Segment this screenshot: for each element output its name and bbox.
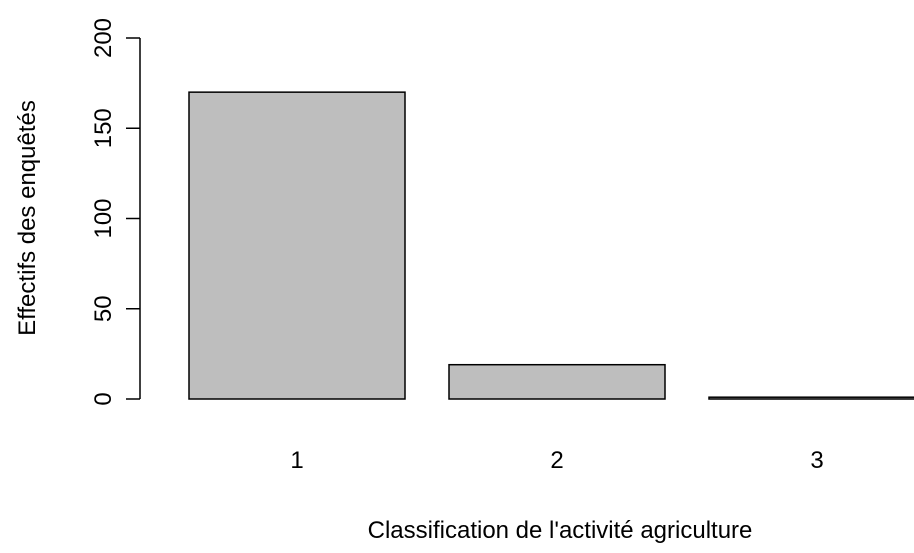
y-tick-label: 100 bbox=[90, 198, 117, 238]
x-axis-title: Classification de l'activité agriculture bbox=[368, 517, 753, 544]
y-tick-label: 150 bbox=[90, 108, 117, 148]
y-axis-title: Effectifs des enquêtés bbox=[14, 100, 41, 336]
y-tick-label: 200 bbox=[90, 18, 117, 58]
y-tick-label: 0 bbox=[90, 392, 117, 405]
bar-1 bbox=[188, 91, 406, 400]
y-tick-label: 50 bbox=[90, 295, 117, 322]
y-axis: 0 50 100 150 200 bbox=[90, 18, 141, 406]
bars bbox=[188, 91, 914, 400]
x-axis: 1 2 3 bbox=[290, 447, 823, 474]
x-tick-label: 3 bbox=[810, 447, 823, 474]
bar-3 bbox=[708, 396, 914, 400]
x-tick-label: 2 bbox=[550, 447, 563, 474]
bar-2 bbox=[448, 363, 666, 400]
x-tick-label: 1 bbox=[290, 447, 303, 474]
